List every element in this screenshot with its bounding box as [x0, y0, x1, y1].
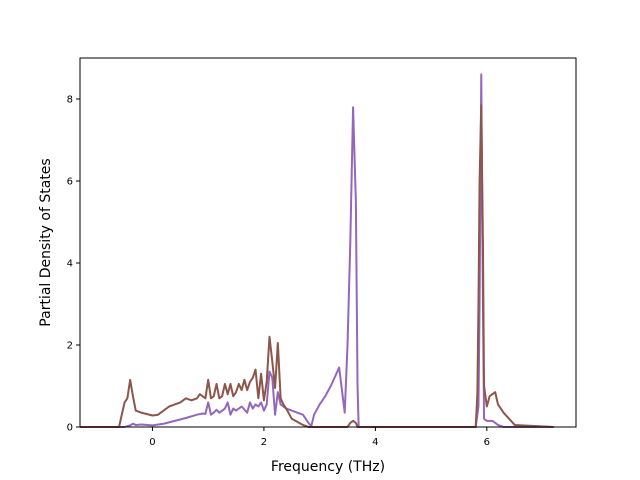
- axis-ticks: 0 2 4 6 0 2 4 6 8: [67, 95, 490, 449]
- y-tick-label: 2: [67, 341, 73, 352]
- series-line-2: [80, 104, 554, 428]
- y-tick-label: 8: [67, 95, 73, 106]
- y-tick-label: 4: [67, 259, 73, 270]
- y-tick-label: 0: [67, 423, 73, 434]
- y-axis-label: Partial Density of States: [38, 158, 54, 326]
- x-tick-label: 0: [149, 437, 155, 448]
- x-tick-label: 6: [484, 437, 490, 448]
- x-axis-label: Frequency (THz): [271, 459, 385, 475]
- y-tick-label: 6: [67, 177, 73, 188]
- plot-area: [80, 73, 554, 428]
- x-tick-label: 2: [261, 437, 267, 448]
- x-tick-label: 4: [372, 437, 378, 448]
- axes-frame: [79, 57, 577, 428]
